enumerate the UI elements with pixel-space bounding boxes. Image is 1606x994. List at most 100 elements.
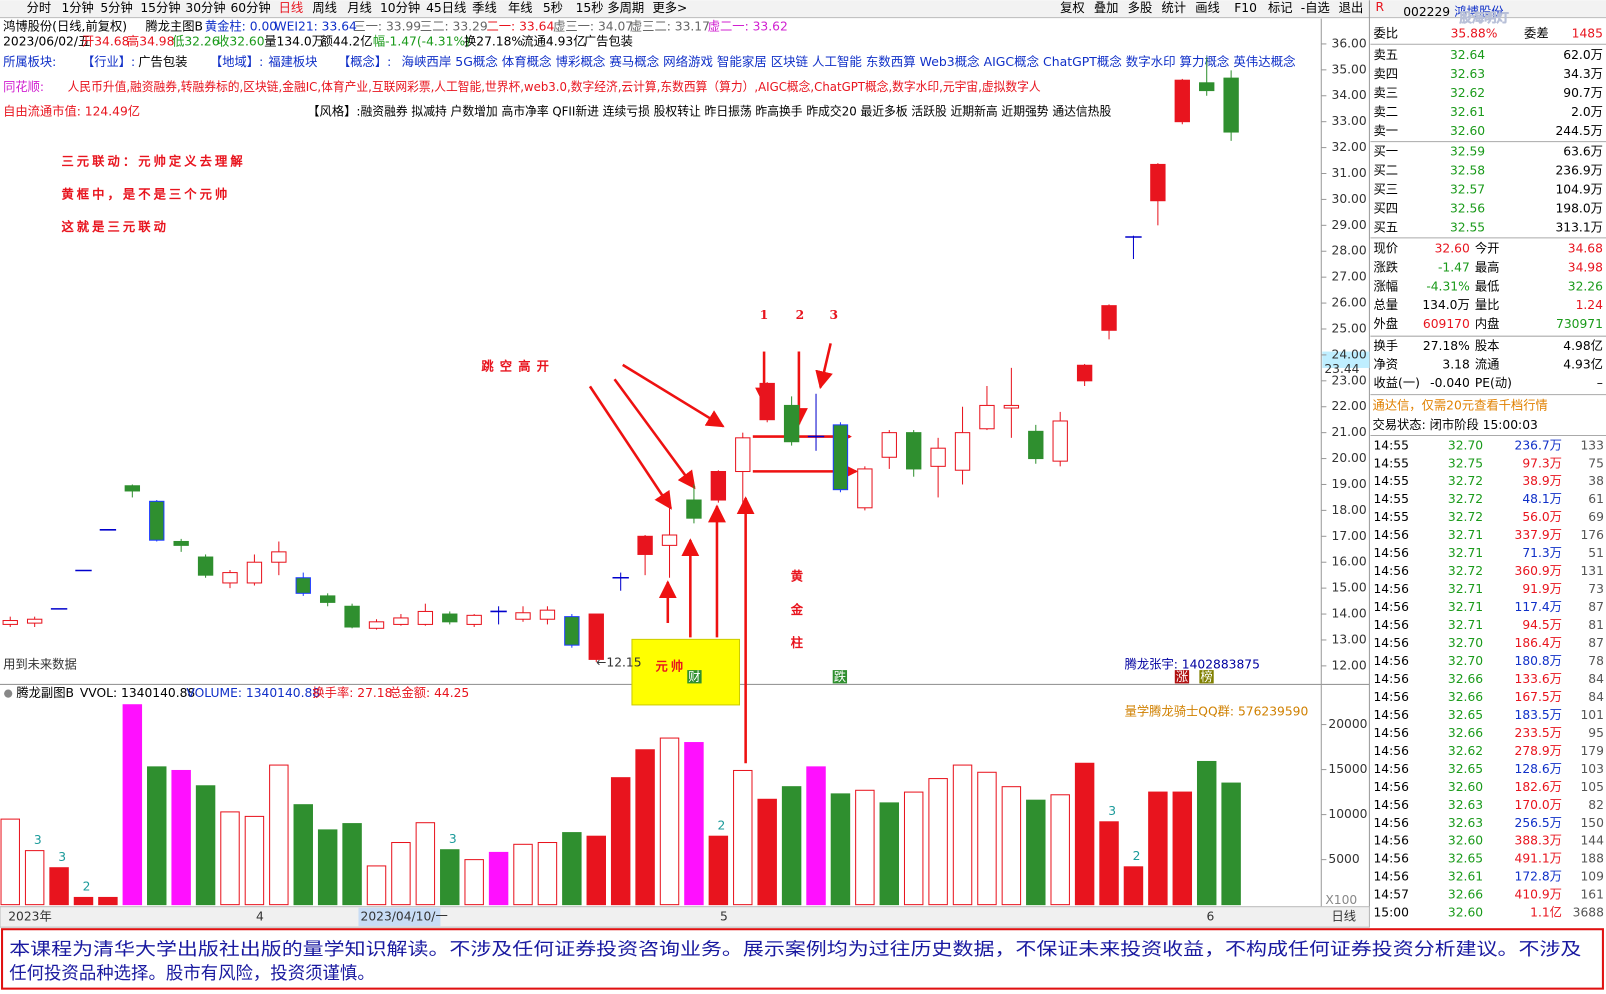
tool-button[interactable]: 复权: [1060, 1, 1085, 15]
info-text: WEI21: 33.64: [274, 19, 357, 33]
period-tab[interactable]: 周线: [312, 1, 337, 15]
period-tab[interactable]: 年线: [508, 1, 533, 15]
period-tab[interactable]: 1分钟: [61, 0, 93, 15]
candle-body: [1101, 305, 1117, 331]
ad-link[interactable]: 通达信，仅需20元查看千档行情: [1372, 398, 1547, 412]
volume-bar: [562, 832, 582, 906]
order-price: 32.64: [1450, 48, 1485, 62]
badge-box: [832, 670, 848, 684]
tick-time: 14:56: [1373, 870, 1409, 884]
order-volume: 236.9万: [1555, 163, 1602, 177]
period-tab[interactable]: 月线: [347, 1, 372, 15]
period-tab[interactable]: 60分钟: [230, 0, 270, 15]
tool-button[interactable]: -自选: [1301, 1, 1330, 15]
period-tab[interactable]: 日线: [279, 1, 304, 15]
tick-count: 188: [1580, 852, 1603, 866]
tool-button[interactable]: 多股: [1128, 1, 1153, 15]
stat-label: 最高: [1475, 259, 1500, 274]
info-text: 融资融券 拟减持 户数增加 高市净率 QFII新进 连续亏损 股权转让 昨日振荡…: [361, 103, 1112, 118]
candle-body: [1199, 82, 1215, 92]
tick-price: 32.71: [1448, 546, 1483, 560]
tick-volume: 388.3万: [1515, 834, 1562, 848]
order-price: 32.61: [1450, 105, 1485, 119]
stat-value: 27.18%: [1423, 339, 1470, 353]
tool-button[interactable]: 退出: [1339, 1, 1364, 15]
volume-bar: [952, 764, 973, 906]
candle-body: [1003, 404, 1020, 409]
volume-bar: [366, 865, 387, 906]
order-level: 买三: [1373, 182, 1398, 196]
volume-bar: [903, 791, 924, 906]
period-tab[interactable]: 10分钟: [380, 0, 420, 15]
order-ratio: 委比: [1373, 27, 1398, 41]
disclaimer: 本课程为清华大学出版社出版的量学知识解读。不涉及任何证券投资咨询业务。展示案例均…: [9, 940, 1581, 960]
tick-price: 32.72: [1448, 564, 1483, 578]
tick-time: 14:56: [1373, 564, 1409, 578]
tick-count: 84: [1588, 672, 1604, 686]
candle-body: [539, 609, 556, 620]
tick-price: 32.71: [1448, 600, 1483, 614]
info-text: 人民币升值,融资融券,转融券标的,区块链,金融IC,体育产业,互联网彩票,人工智…: [68, 79, 1041, 94]
order-level: 买五: [1373, 221, 1398, 235]
info-text: 换27.18%: [464, 35, 523, 49]
tick-time: 14:56: [1373, 672, 1409, 686]
info-text: 2023/06/02/五: [3, 35, 90, 49]
candle-body: [319, 595, 336, 603]
order-level: 卖四: [1373, 67, 1398, 81]
candle-body: [1052, 420, 1068, 462]
annotation: 跳空高开: [481, 358, 555, 373]
info-text: 海峡西岸 5G概念 体育概念 博彩概念 赛马概念 网络游戏 智能家居 区块链 人…: [401, 54, 1295, 69]
tick-time: 14:56: [1373, 708, 1409, 722]
tool-button[interactable]: 统计: [1161, 1, 1186, 15]
period-tab[interactable]: 多周期: [607, 1, 644, 15]
period-tab[interactable]: 分时: [27, 1, 52, 15]
candle-body: [1076, 364, 1093, 382]
tick-price: 32.72: [1448, 510, 1483, 524]
tick-price: 32.72: [1448, 492, 1483, 506]
info-text: 额44.2亿: [321, 34, 373, 49]
tick-count: 84: [1588, 690, 1604, 704]
period-tab[interactable]: 5分钟: [100, 0, 132, 15]
candle-body: [124, 485, 141, 492]
tool-button[interactable]: 画线: [1195, 1, 1220, 15]
tick-count: 61: [1588, 492, 1604, 506]
tick-volume: 48.1万: [1522, 492, 1562, 506]
tick-volume: 491.1万: [1515, 852, 1562, 866]
badge: 涨: [1176, 669, 1188, 684]
tool-button[interactable]: 叠加: [1094, 1, 1119, 15]
stat-label: 外盘: [1373, 316, 1398, 331]
tick-price: 32.66: [1448, 888, 1483, 902]
volume-bar: [513, 843, 533, 906]
tick-volume: 1.1亿: [1530, 905, 1562, 920]
annotation: 2: [796, 307, 805, 322]
stat-value: 4.98亿: [1563, 338, 1603, 353]
date-label: 6: [1207, 909, 1215, 923]
stat-value: 134.0万: [1422, 298, 1469, 312]
tool-button[interactable]: F10: [1234, 1, 1257, 15]
volume-bar: [1172, 791, 1193, 906]
order-volume: 244.5万: [1555, 124, 1602, 138]
period-tab[interactable]: 30分钟: [185, 0, 225, 15]
y-tick-label: 32.00: [1332, 140, 1367, 154]
tick-volume: 94.5万: [1522, 618, 1562, 632]
y-tick-label: 15000: [1328, 762, 1367, 776]
y-tick-label: 31.00: [1332, 166, 1367, 180]
period-tab[interactable]: 5秒: [543, 1, 563, 15]
tool-button[interactable]: 标记: [1268, 1, 1293, 15]
period-tab[interactable]: 更多>: [652, 1, 687, 15]
stat-value: 1.24: [1576, 298, 1604, 312]
y-tick-label: 13.00: [1332, 632, 1367, 646]
candle-body: [735, 437, 751, 473]
period-tab[interactable]: 15秒: [576, 1, 604, 15]
period-tab[interactable]: 15分钟: [140, 0, 180, 15]
tick-count: 95: [1588, 726, 1604, 740]
period-tab[interactable]: 45日线: [426, 1, 466, 15]
y-tick-label: 26.00: [1332, 296, 1367, 310]
period-tab[interactable]: 季线: [472, 1, 497, 15]
order-volume: 90.7万: [1563, 86, 1603, 100]
y-tick-label: 12.00: [1332, 658, 1367, 672]
tick-price: 32.66: [1448, 672, 1483, 686]
candle-body: [344, 605, 360, 628]
unit-label: X100: [1325, 893, 1357, 907]
